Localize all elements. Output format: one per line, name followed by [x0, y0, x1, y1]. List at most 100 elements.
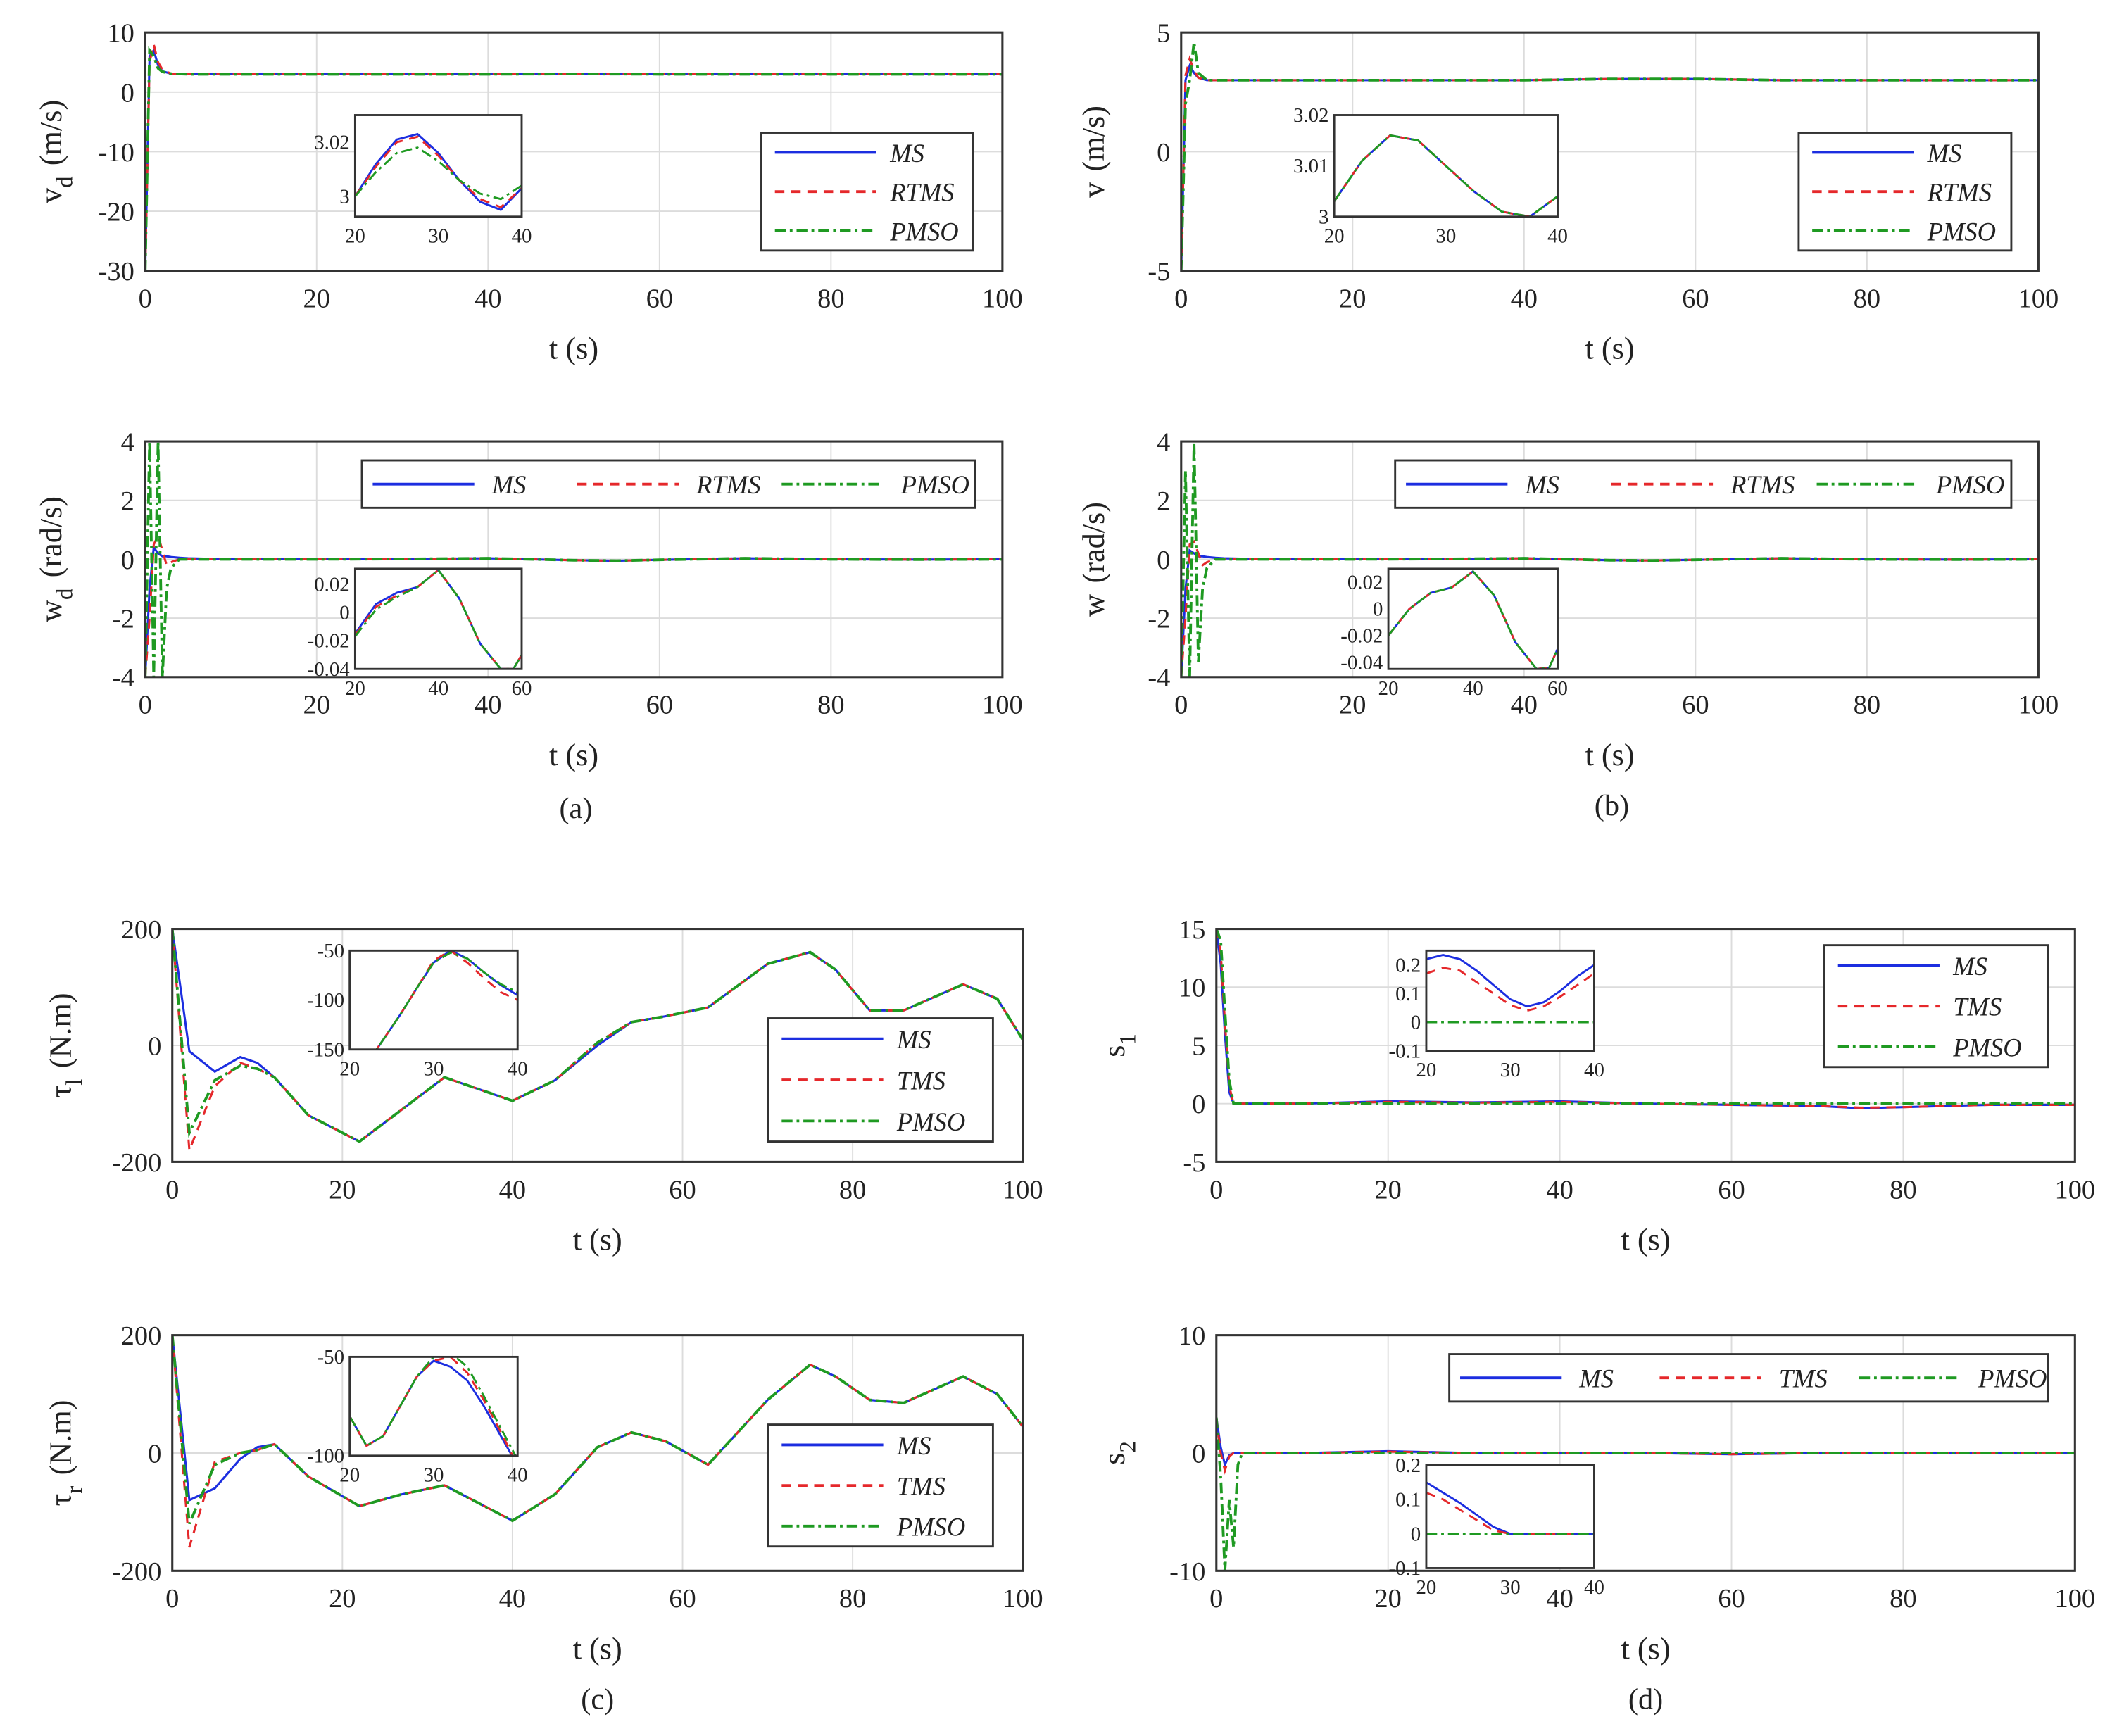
series-line-pmso	[1181, 42, 2039, 271]
y-tick-label: 0	[1157, 546, 1170, 575]
inset-y-tick-label: 0	[1373, 598, 1383, 620]
inset-x-tick-label: 20	[1378, 677, 1399, 700]
y-label-symbol: τ	[43, 1086, 77, 1098]
inset-x-tick-label: 20	[339, 1057, 360, 1080]
legend-label: MS	[889, 139, 924, 168]
y-label-symbol: s	[1097, 1453, 1131, 1465]
x-tick-label: 0	[1209, 1175, 1223, 1204]
inset-box	[348, 949, 519, 1051]
inset-x-tick-label: 20	[339, 1464, 360, 1486]
x-tick-label: 20	[1374, 1584, 1401, 1614]
x-tick-label: 80	[1854, 691, 1880, 720]
inset-series-ms	[355, 132, 522, 211]
inset-x-tick-label: 20	[345, 677, 365, 700]
inset-y-tick-label: -50	[318, 940, 344, 962]
legend-label: MS	[1524, 470, 1559, 499]
y-tick-label: 0	[121, 546, 134, 575]
series-line-tms	[172, 1335, 1023, 1548]
inset-x-tick-label: 40	[1584, 1576, 1604, 1599]
legend-label: PMSO	[1935, 470, 2004, 499]
y-tick-label: 2	[121, 486, 134, 516]
y-tick-label: 4	[121, 428, 134, 458]
inset-y-tick-label: 0.2	[1395, 954, 1421, 976]
inset-box	[1387, 567, 1559, 670]
inset-y-tick-label: 0	[339, 602, 349, 624]
legend-label: PMSO	[900, 470, 969, 499]
x-tick-label: 100	[2018, 284, 2059, 314]
inset-box	[1425, 1464, 1595, 1569]
inset-y-tick-label: -0.1	[1389, 1557, 1421, 1580]
y-tick-label: -5	[1148, 257, 1170, 287]
axes-box	[1215, 1334, 2076, 1572]
inset-series-pmso	[1334, 134, 1558, 217]
y-label-subscript: 1	[1115, 1033, 1140, 1045]
y-tick-label: -30	[99, 257, 134, 287]
y-label-symbol: w	[34, 600, 68, 622]
inset-area	[355, 115, 522, 217]
x-tick-label: 100	[2054, 1175, 2095, 1204]
y-tick-label: -2	[1148, 605, 1170, 634]
inset-zoom: 20 30 40 -50 -100	[307, 1346, 528, 1486]
inset-x-tick-label: 40	[508, 1057, 528, 1080]
y-tick-label: 0	[1192, 1439, 1205, 1468]
legend-label: MS	[1927, 139, 1962, 168]
x-tick-label: 40	[1546, 1175, 1573, 1204]
inset-x-tick-label: 60	[512, 677, 532, 700]
x-tick-label: 0	[165, 1584, 179, 1614]
legend-label: PMSO	[1978, 1364, 2047, 1393]
inset-x-tick-label: 30	[424, 1057, 444, 1080]
inset-series-pmso	[349, 1357, 517, 1456]
y-axis-label: τr (N.m)	[43, 1400, 87, 1507]
x-tick-label: 0	[165, 1175, 179, 1204]
y-axis-label: wd (rad/s)	[34, 496, 77, 622]
x-tick-label: 60	[1682, 691, 1709, 720]
x-tick-label: 20	[303, 284, 330, 314]
legend-label: MS	[491, 470, 527, 499]
x-tick-label: 0	[1209, 1584, 1223, 1614]
y-tick-label: -5	[1183, 1148, 1205, 1178]
panel-label-b: (b)	[1595, 789, 1629, 822]
panel-label-a: (a)	[559, 792, 592, 825]
y-tick-label: 0	[148, 1031, 161, 1061]
x-tick-label: 100	[982, 691, 1023, 720]
inset-x-tick-label: 30	[1500, 1576, 1521, 1599]
x-tick-label: 40	[1511, 691, 1538, 720]
inset-y-tick-label: 3	[339, 186, 349, 208]
inset-box	[348, 1355, 519, 1457]
y-tick-label: 5	[1157, 19, 1170, 49]
legend-label: PMSO	[896, 1512, 965, 1541]
y-axis-label: τl (N.m)	[43, 993, 87, 1097]
x-tick-label: 80	[839, 1175, 866, 1204]
legend: MS RTMS PMSO	[760, 132, 974, 252]
x-tick-label: 20	[329, 1175, 356, 1204]
series-line-pmso	[145, 441, 1003, 677]
legend: MS RTMS PMSO	[1797, 132, 2013, 252]
y-label-symbol: v	[1076, 182, 1111, 198]
x-tick-label: 40	[499, 1584, 526, 1614]
x-tick-label: 20	[1374, 1175, 1401, 1204]
inset-x-tick-label: 40	[428, 677, 448, 700]
y-tick-label: -10	[1169, 1557, 1205, 1587]
inset-y-tick-label: -0.02	[308, 630, 350, 653]
inset-x-tick-label: 40	[1463, 677, 1483, 700]
inset-x-tick-label: 40	[512, 225, 532, 247]
legend-label: PMSO	[1952, 1033, 2021, 1062]
series-line-pmso	[145, 46, 1003, 271]
y-axis-label: v (m/s)	[1076, 106, 1111, 198]
inset-y-tick-label: 3.02	[1293, 104, 1328, 127]
legend: MS TMS PMSO	[767, 1017, 994, 1143]
inset-box	[1425, 949, 1595, 1052]
inset-series-tms	[349, 1357, 514, 1456]
legend-label: RTMS	[696, 470, 760, 499]
inset-y-tick-label: -0.1	[1389, 1040, 1421, 1062]
inset-y-tick-label: 0.1	[1395, 983, 1421, 1005]
inset-box	[353, 114, 523, 218]
x-tick-label: 100	[982, 284, 1023, 314]
inset-x-tick-label: 20	[1416, 1576, 1437, 1599]
inset-y-tick-label: -0.04	[1340, 651, 1383, 674]
